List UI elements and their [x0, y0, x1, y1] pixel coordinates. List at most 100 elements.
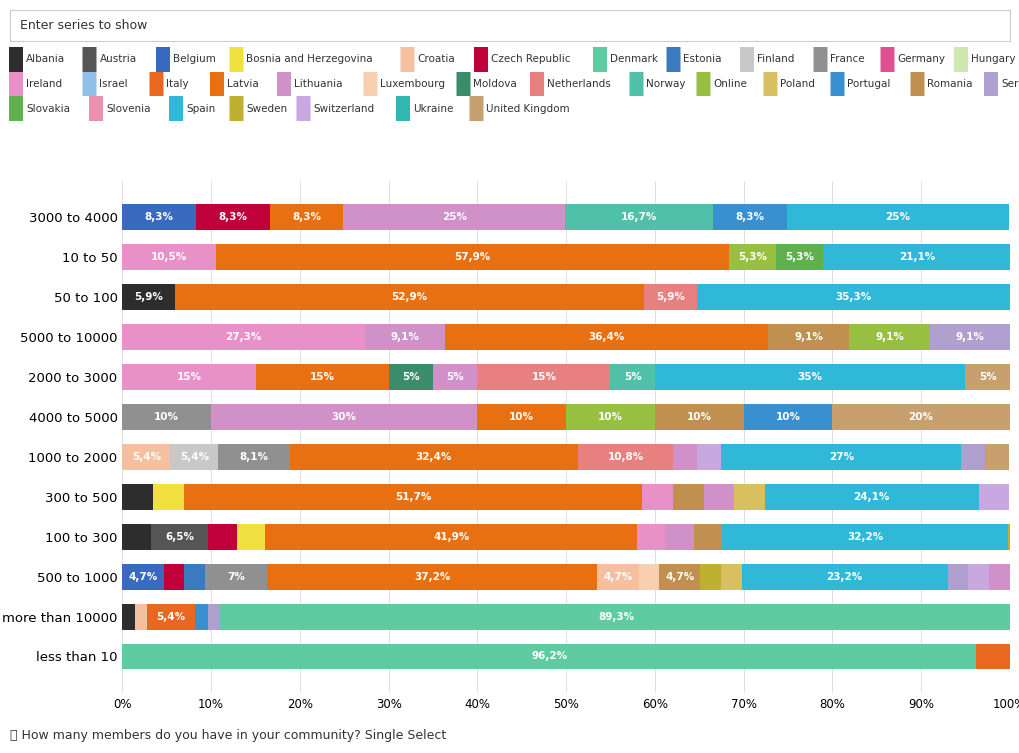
FancyBboxPatch shape: [910, 50, 923, 117]
Bar: [433, 364, 477, 390]
Bar: [122, 284, 174, 310]
Text: Germany: Germany: [897, 54, 945, 64]
Text: 10,8%: 10,8%: [607, 452, 643, 462]
Text: 8,3%: 8,3%: [291, 212, 321, 222]
Bar: [236, 523, 265, 550]
Text: Bosnia and Herzegovina: Bosnia and Herzegovina: [247, 54, 373, 64]
Bar: [365, 324, 445, 350]
Bar: [208, 523, 236, 550]
Bar: [734, 483, 764, 510]
Bar: [664, 523, 693, 550]
Text: 24,1%: 24,1%: [853, 492, 890, 501]
Text: 57,9%: 57,9%: [453, 252, 490, 262]
Bar: [654, 364, 964, 390]
Bar: [978, 483, 1009, 510]
Bar: [654, 404, 743, 430]
Text: 15%: 15%: [176, 372, 202, 382]
Bar: [267, 563, 597, 590]
Bar: [122, 563, 163, 590]
Bar: [153, 483, 183, 510]
Bar: [1007, 523, 1019, 550]
Text: 6,5%: 6,5%: [165, 532, 194, 541]
FancyBboxPatch shape: [83, 26, 97, 93]
Text: 16,7%: 16,7%: [621, 212, 657, 222]
Bar: [638, 563, 658, 590]
Bar: [163, 563, 184, 590]
Text: 25%: 25%: [441, 212, 467, 222]
Bar: [343, 204, 565, 230]
Text: 89,3%: 89,3%: [597, 611, 634, 621]
FancyBboxPatch shape: [156, 26, 170, 93]
Text: Lithuania: Lithuania: [293, 79, 342, 89]
Text: Poland: Poland: [780, 79, 814, 89]
Text: Enter series to show: Enter series to show: [20, 19, 148, 32]
FancyBboxPatch shape: [953, 26, 967, 93]
Text: 8,3%: 8,3%: [735, 212, 764, 222]
FancyBboxPatch shape: [9, 75, 23, 142]
Text: 10%: 10%: [508, 412, 534, 422]
Text: France: France: [829, 54, 864, 64]
Bar: [577, 444, 673, 470]
FancyBboxPatch shape: [813, 26, 826, 93]
Bar: [388, 364, 433, 390]
Bar: [255, 364, 388, 390]
FancyBboxPatch shape: [400, 26, 414, 93]
Bar: [215, 244, 729, 270]
Text: 10%: 10%: [686, 412, 711, 422]
Bar: [960, 444, 984, 470]
Text: 10%: 10%: [774, 412, 800, 422]
Text: Luxembourg: Luxembourg: [380, 79, 445, 89]
FancyBboxPatch shape: [229, 75, 244, 142]
Text: 52,9%: 52,9%: [391, 292, 427, 302]
Bar: [964, 364, 1009, 390]
Bar: [122, 604, 135, 630]
Bar: [822, 244, 1010, 270]
Text: 9,1%: 9,1%: [390, 332, 419, 342]
FancyBboxPatch shape: [592, 26, 606, 93]
Text: 8,3%: 8,3%: [145, 212, 173, 222]
Text: Czech Republic: Czech Republic: [490, 54, 570, 64]
Bar: [220, 604, 1012, 630]
Text: 8,3%: 8,3%: [218, 212, 248, 222]
Text: 5%: 5%: [978, 372, 996, 382]
Text: 5,9%: 5,9%: [655, 292, 684, 302]
Text: 27%: 27%: [827, 452, 853, 462]
Bar: [988, 563, 1009, 590]
FancyBboxPatch shape: [229, 26, 244, 93]
Text: Ireland: Ireland: [25, 79, 62, 89]
Text: 5,4%: 5,4%: [157, 611, 185, 621]
Text: 5,3%: 5,3%: [738, 252, 766, 262]
Text: Latvia: Latvia: [227, 79, 259, 89]
Text: 36,4%: 36,4%: [588, 332, 625, 342]
Text: 27,3%: 27,3%: [225, 332, 262, 342]
Text: Portugal: Portugal: [847, 79, 890, 89]
Text: 32,4%: 32,4%: [416, 452, 451, 462]
Text: 20%: 20%: [908, 412, 932, 422]
Text: 5%: 5%: [446, 372, 464, 382]
Text: 21,1%: 21,1%: [898, 252, 934, 262]
Bar: [703, 483, 734, 510]
Text: 4,7%: 4,7%: [128, 572, 158, 581]
Bar: [147, 604, 195, 630]
Bar: [720, 444, 960, 470]
Text: Denmark: Denmark: [609, 54, 657, 64]
Bar: [566, 404, 654, 430]
Bar: [712, 204, 787, 230]
Text: ❓ How many members do you have in your community? Single Select: ❓ How many members do you have in your c…: [10, 729, 446, 742]
FancyBboxPatch shape: [665, 26, 680, 93]
Text: 10,5%: 10,5%: [151, 252, 186, 262]
FancyBboxPatch shape: [879, 26, 894, 93]
Text: 10%: 10%: [597, 412, 623, 422]
Text: 10%: 10%: [154, 412, 179, 422]
FancyBboxPatch shape: [739, 26, 753, 93]
Text: 9,1%: 9,1%: [874, 332, 903, 342]
Bar: [967, 563, 988, 590]
FancyBboxPatch shape: [277, 50, 290, 117]
Bar: [609, 364, 654, 390]
FancyBboxPatch shape: [829, 50, 844, 117]
Bar: [947, 563, 967, 590]
Bar: [787, 204, 1008, 230]
Text: Ukraine: Ukraine: [413, 104, 452, 114]
FancyBboxPatch shape: [150, 50, 163, 117]
Text: Sweden: Sweden: [247, 104, 287, 114]
